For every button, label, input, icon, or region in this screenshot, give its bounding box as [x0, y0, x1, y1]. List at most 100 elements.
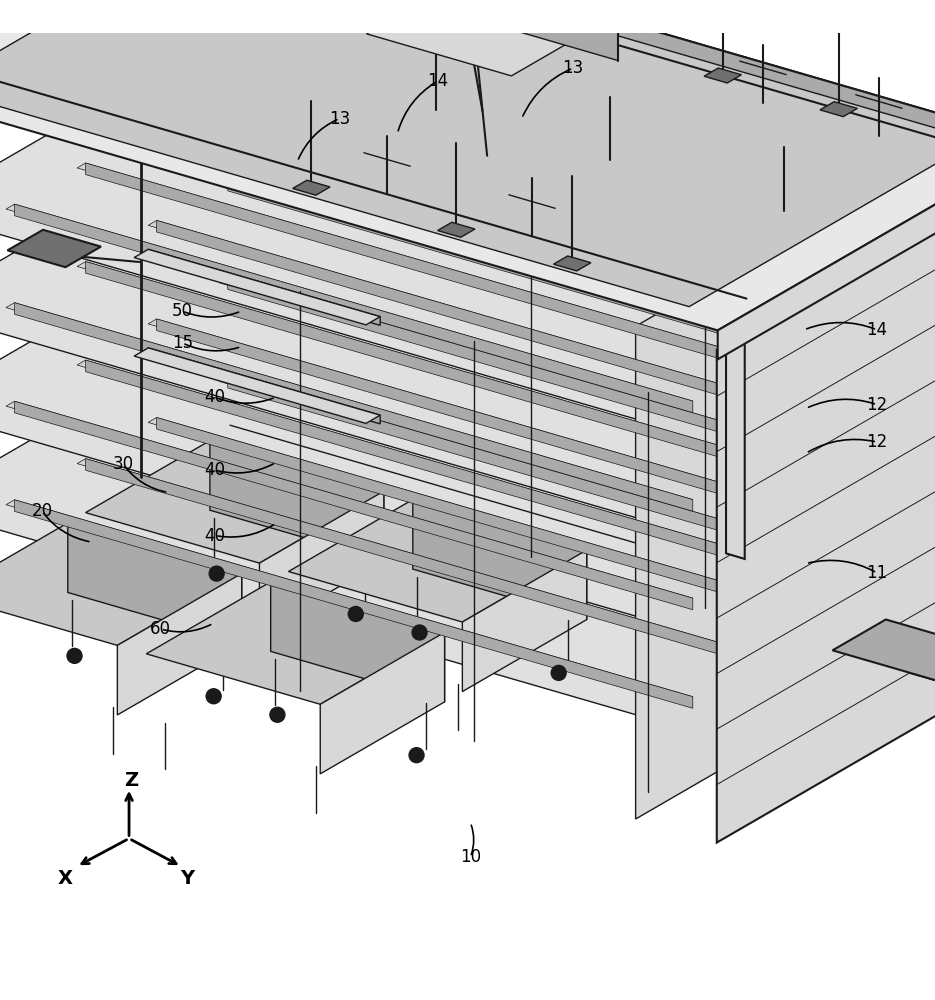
Polygon shape — [0, 0, 935, 330]
Text: 20: 20 — [32, 502, 52, 520]
Polygon shape — [0, 0, 935, 307]
Polygon shape — [219, 331, 935, 560]
Text: 50: 50 — [172, 302, 193, 320]
Circle shape — [348, 606, 363, 621]
Text: 12: 12 — [867, 433, 887, 451]
Polygon shape — [77, 360, 764, 562]
Polygon shape — [148, 122, 835, 324]
Polygon shape — [0, 331, 935, 725]
Polygon shape — [219, 179, 906, 381]
Circle shape — [67, 648, 82, 663]
Circle shape — [412, 625, 427, 640]
Polygon shape — [77, 163, 764, 365]
Polygon shape — [228, 179, 906, 388]
Polygon shape — [86, 163, 764, 371]
Text: 40: 40 — [205, 461, 225, 479]
Polygon shape — [559, 26, 597, 41]
Circle shape — [409, 748, 424, 763]
Polygon shape — [134, 348, 381, 423]
Polygon shape — [0, 233, 935, 626]
Polygon shape — [288, 500, 587, 622]
Polygon shape — [219, 233, 935, 462]
Polygon shape — [228, 278, 906, 486]
Text: 14: 14 — [427, 72, 448, 90]
Polygon shape — [228, 81, 906, 289]
Polygon shape — [77, 459, 764, 660]
Polygon shape — [15, 204, 693, 413]
Polygon shape — [726, 61, 744, 559]
Polygon shape — [219, 376, 906, 578]
Polygon shape — [157, 417, 835, 626]
Polygon shape — [704, 68, 741, 83]
Text: 10: 10 — [460, 848, 481, 866]
Polygon shape — [367, 0, 618, 76]
Polygon shape — [293, 180, 330, 195]
Circle shape — [209, 566, 224, 581]
Polygon shape — [7, 230, 101, 267]
Polygon shape — [209, 441, 383, 561]
Polygon shape — [554, 256, 591, 271]
Text: 30: 30 — [113, 455, 134, 473]
Circle shape — [270, 707, 285, 722]
Polygon shape — [157, 122, 835, 330]
Polygon shape — [636, 151, 935, 819]
Polygon shape — [148, 220, 835, 422]
Polygon shape — [15, 303, 693, 511]
Polygon shape — [157, 220, 835, 429]
Text: 13: 13 — [563, 59, 583, 77]
Polygon shape — [0, 523, 241, 645]
Text: 60: 60 — [151, 620, 171, 638]
Text: 11: 11 — [867, 564, 887, 582]
Text: X: X — [58, 869, 73, 888]
Text: 14: 14 — [867, 321, 887, 339]
Polygon shape — [219, 35, 935, 265]
Polygon shape — [717, 175, 935, 843]
Polygon shape — [86, 262, 764, 470]
Polygon shape — [148, 319, 835, 521]
Polygon shape — [890, 638, 935, 712]
Polygon shape — [15, 500, 693, 708]
Polygon shape — [149, 151, 381, 227]
Polygon shape — [219, 81, 906, 283]
Polygon shape — [67, 523, 241, 643]
Polygon shape — [320, 632, 445, 774]
Polygon shape — [6, 401, 693, 603]
Polygon shape — [148, 417, 835, 619]
Polygon shape — [134, 151, 381, 226]
Polygon shape — [86, 360, 764, 569]
Text: Z: Z — [123, 771, 138, 790]
Text: 40: 40 — [205, 388, 225, 406]
Polygon shape — [897, 140, 935, 644]
Text: 13: 13 — [329, 110, 350, 128]
Circle shape — [551, 665, 566, 680]
Polygon shape — [908, 641, 935, 703]
Text: 12: 12 — [867, 396, 887, 414]
Polygon shape — [832, 619, 935, 681]
Polygon shape — [463, 550, 587, 692]
Polygon shape — [473, 0, 618, 61]
Polygon shape — [698, 61, 744, 74]
Polygon shape — [86, 459, 764, 667]
Polygon shape — [0, 35, 935, 429]
Polygon shape — [0, 134, 935, 528]
Polygon shape — [6, 204, 693, 406]
Polygon shape — [228, 376, 906, 585]
Text: Y: Y — [180, 869, 194, 888]
Polygon shape — [717, 214, 935, 814]
Polygon shape — [146, 582, 445, 704]
Polygon shape — [6, 500, 693, 702]
Polygon shape — [15, 401, 693, 610]
Polygon shape — [149, 249, 381, 325]
Circle shape — [206, 689, 221, 704]
Polygon shape — [117, 573, 241, 715]
Polygon shape — [6, 303, 693, 505]
Polygon shape — [271, 582, 445, 702]
Text: 15: 15 — [172, 334, 193, 352]
Polygon shape — [219, 278, 906, 480]
Polygon shape — [412, 500, 587, 620]
Polygon shape — [77, 262, 764, 463]
Polygon shape — [212, 0, 935, 172]
Polygon shape — [134, 249, 381, 325]
Polygon shape — [820, 102, 857, 117]
Polygon shape — [219, 134, 935, 363]
